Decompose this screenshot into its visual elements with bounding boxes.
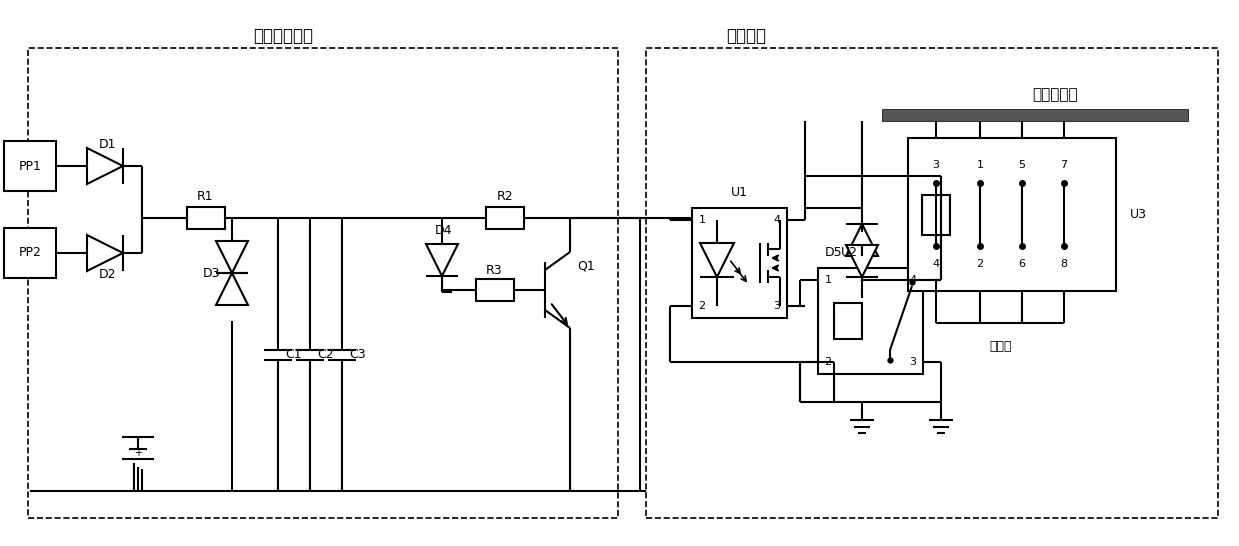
Bar [4,141,56,191]
Bar [922,194,950,234]
Bar [28,48,618,518]
Text: 2: 2 [824,357,831,367]
Bar [4,228,56,278]
Polygon shape [846,245,878,277]
Text: D2: D2 [98,269,115,282]
Bar [187,207,224,229]
Text: 输出端: 输出端 [990,341,1012,353]
Text: C1: C1 [286,348,302,361]
Text: C3: C3 [349,348,367,361]
Text: PP2: PP2 [19,246,41,259]
Text: C2: C2 [317,348,335,361]
Text: D3: D3 [203,266,221,280]
Text: 2: 2 [699,301,705,311]
Text: R2: R2 [497,189,514,203]
Bar [693,208,787,318]
Text: 7: 7 [1061,160,1068,170]
Bar [646,48,1218,518]
Text: R3: R3 [486,264,503,276]
Text: PP1: PP1 [19,159,41,173]
Bar [834,303,862,339]
Bar [908,138,1116,291]
Text: 驱动电路: 驱动电路 [726,27,766,45]
Polygon shape [216,273,248,305]
Polygon shape [87,235,123,271]
Text: D5: D5 [825,246,843,259]
Text: 3: 3 [909,357,917,367]
Text: 3: 3 [933,160,939,170]
Text: 8: 8 [1061,259,1068,269]
Text: 3: 3 [773,301,781,311]
Text: R1: R1 [197,189,214,203]
Text: 2: 2 [976,259,984,269]
Text: D1: D1 [98,138,115,151]
Bar [487,207,524,229]
Text: 阀值开关电路: 阀值开关电路 [253,27,313,45]
Polygon shape [846,224,878,256]
Bar [476,279,513,301]
Text: 4: 4 [909,275,917,285]
Bar [882,109,1188,121]
Text: Q1: Q1 [577,259,595,272]
Text: U1: U1 [731,186,748,199]
Polygon shape [216,241,248,273]
Text: +: + [134,448,142,458]
Text: 4: 4 [933,259,939,269]
Text: 1: 1 [699,215,705,225]
Bar [818,268,923,374]
Text: U3: U3 [1130,208,1147,221]
Polygon shape [700,243,733,277]
Text: 1: 1 [976,160,984,170]
Text: 5: 5 [1018,160,1026,170]
Text: 应急汇流条: 应急汇流条 [1032,87,1078,103]
Text: 6: 6 [1018,259,1026,269]
Polygon shape [87,148,123,184]
Text: U2: U2 [841,246,857,258]
Text: D4: D4 [435,223,452,236]
Text: 1: 1 [824,275,831,285]
Polygon shape [426,244,458,276]
Text: 4: 4 [773,215,781,225]
